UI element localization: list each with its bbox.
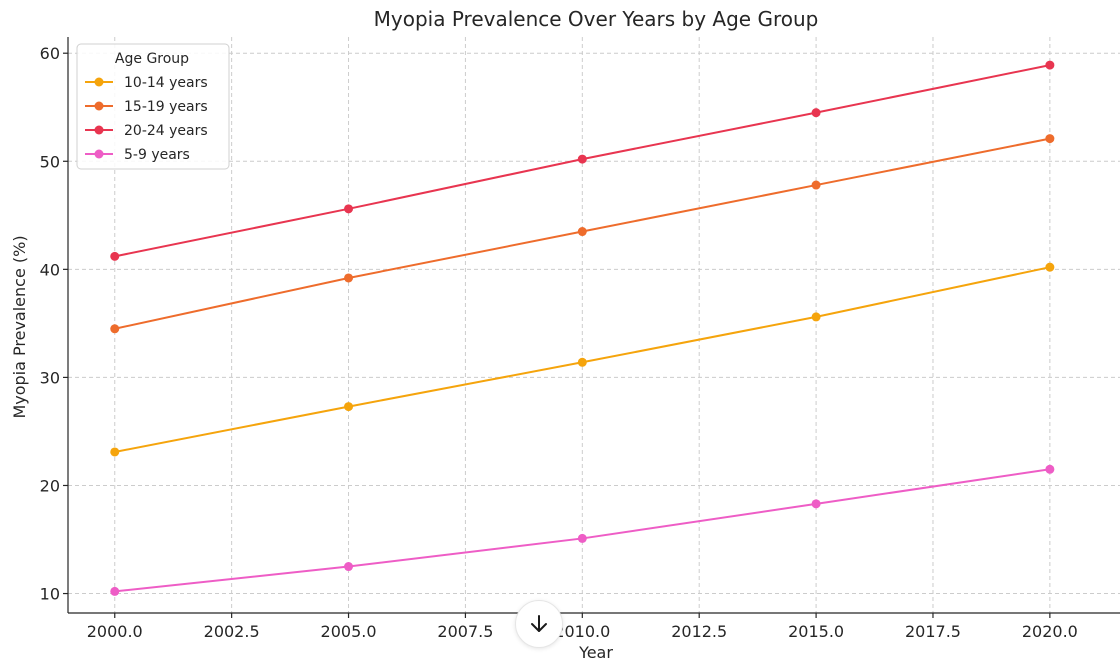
legend-marker-20-24-years: [94, 125, 104, 135]
data-point-10-14-years: [811, 312, 821, 322]
x-tick-label: 2007.5: [437, 622, 493, 641]
y-tick-label: 40: [40, 260, 60, 279]
scroll-down-button[interactable]: [515, 600, 563, 648]
data-point-10-14-years: [110, 447, 120, 457]
data-point-20-24-years: [1045, 60, 1055, 70]
data-point-15-19-years: [110, 324, 120, 334]
legend-label-15-19-years: 15-19 years: [124, 99, 208, 115]
x-tick-label: 2020.0: [1022, 622, 1078, 641]
x-tick-label: 2010.0: [554, 622, 610, 641]
y-tick-label: 10: [40, 585, 60, 604]
x-axis-label: Year: [578, 643, 613, 662]
arrow-down-icon: [531, 615, 547, 632]
legend-label-20-24-years: 20-24 years: [124, 123, 208, 139]
data-point-5-9-years: [1045, 464, 1055, 474]
data-point-20-24-years: [577, 154, 587, 164]
x-tick-label: 2005.0: [321, 622, 377, 641]
data-point-15-19-years: [1045, 134, 1055, 144]
data-point-5-9-years: [577, 533, 587, 543]
legend-label-5-9-years: 5-9 years: [124, 147, 190, 163]
data-point-10-14-years: [344, 402, 354, 412]
legend-title: Age Group: [115, 51, 189, 67]
data-point-20-24-years: [110, 251, 120, 261]
legend-label-10-14-years: 10-14 years: [124, 75, 208, 91]
y-tick-label: 20: [40, 476, 60, 495]
legend-frame: [76, 43, 230, 170]
x-tick-label: 2000.0: [87, 622, 143, 641]
x-tick-label: 2017.5: [905, 622, 961, 641]
y-tick-label: 30: [40, 368, 60, 387]
data-point-10-14-years: [577, 357, 587, 367]
x-tick-label: 2012.5: [671, 622, 727, 641]
legend: Age Group 10-14 years 15-19 years 20-24 ye…: [76, 43, 230, 170]
y-tick-label: 60: [40, 44, 60, 63]
grid: [68, 37, 1120, 613]
x-tick-label: 2002.5: [204, 622, 260, 641]
x-tick-label: 2015.0: [788, 622, 844, 641]
data-point-10-14-years: [1045, 262, 1055, 272]
legend-marker-15-19-years: [94, 101, 104, 111]
series-layer: [110, 60, 1055, 596]
data-point-20-24-years: [344, 204, 354, 214]
y-axis-label: Myopia Prevalence (%): [10, 235, 29, 418]
axes: 2000.0 2002.5 2005.0 2007.5 2010.0 2012.5 2015…: [40, 37, 1120, 641]
data-point-5-9-years: [811, 499, 821, 509]
legend-marker-5-9-years: [94, 149, 104, 159]
chart-title: Myopia Prevalence Over Years by Age Grou…: [374, 7, 819, 31]
data-point-15-19-years: [577, 227, 587, 237]
data-point-20-24-years: [811, 108, 821, 118]
legend-marker-10-14-years: [94, 77, 104, 87]
data-point-5-9-years: [110, 586, 120, 596]
data-point-15-19-years: [811, 180, 821, 190]
data-point-15-19-years: [344, 273, 354, 283]
data-point-5-9-years: [344, 562, 354, 572]
y-tick-label: 50: [40, 152, 60, 171]
